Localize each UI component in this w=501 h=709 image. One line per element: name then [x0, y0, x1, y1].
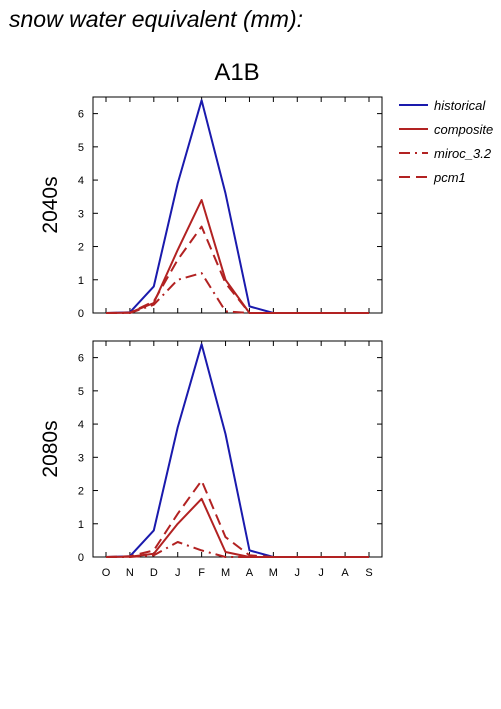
- x-tick-label: M: [269, 567, 278, 579]
- y-tick-label: 6: [78, 353, 84, 365]
- panel-2040s: 0 1 2 3 4 5 6 2040s: [39, 96, 383, 320]
- plot-frame: [92, 340, 383, 558]
- legend: historical composite miroc_3.2 pcm1: [399, 98, 493, 185]
- series-line-composite: [105, 497, 369, 558]
- x-tick-label: A: [341, 567, 349, 579]
- series-line-pcm1: [105, 225, 369, 314]
- x-tick-label: J: [295, 567, 301, 579]
- row-label-2040s: 2040s: [39, 176, 62, 233]
- row-label-2080s: 2080s: [39, 420, 62, 477]
- x-tick-label: O: [102, 567, 111, 579]
- plot-frame: [92, 96, 383, 314]
- y-tick-label: 4: [78, 175, 84, 187]
- y-tick-label: 0: [78, 308, 84, 320]
- legend-label-miroc_3.2: miroc_3.2: [434, 146, 492, 161]
- panel-2080s: 0 1 2 3 4 5 6 O N D J F M A M J J A S 2080s: [39, 340, 383, 579]
- y-tick-label: 3: [78, 452, 84, 464]
- y-tick-label: 2: [78, 486, 84, 498]
- y-tick-label: 1: [78, 519, 84, 531]
- x-tick-label: A: [246, 567, 254, 579]
- y-tick-label: 4: [78, 419, 84, 431]
- y-tick-label: 1: [78, 275, 84, 287]
- x-tick-label: D: [150, 567, 158, 579]
- chart-title: A1B: [214, 59, 259, 86]
- y-tick-label: 0: [78, 552, 84, 564]
- y-tick-label: 6: [78, 109, 84, 121]
- legend-label-pcm1: pcm1: [433, 170, 466, 185]
- x-tick-label: S: [365, 567, 372, 579]
- y-tick-label: 2: [78, 242, 84, 254]
- series-line-pcm1: [105, 479, 369, 558]
- series-line-historical: [105, 99, 369, 314]
- x-tick-label: J: [318, 567, 324, 579]
- x-tick-label: J: [175, 567, 181, 579]
- legend-label-composite: composite: [434, 122, 493, 137]
- y-tick-label: 5: [78, 386, 84, 398]
- panels-layer: 0 1 2 3 4 5 6 2040s 0 1 2 3 4 5 6 O N D J F M A M J J A S 2080s: [39, 96, 383, 579]
- x-tick-label: M: [221, 567, 230, 579]
- x-tick-label: F: [198, 567, 205, 579]
- y-tick-label: 5: [78, 142, 84, 154]
- y-tick-label: 3: [78, 208, 84, 220]
- series-line-historical: [105, 343, 369, 558]
- series-line-miroc_3.2: [106, 272, 369, 314]
- page-title: snow water equivalent (mm):: [9, 6, 303, 32]
- x-tick-label: N: [126, 567, 134, 579]
- legend-label-historical: historical: [434, 98, 486, 113]
